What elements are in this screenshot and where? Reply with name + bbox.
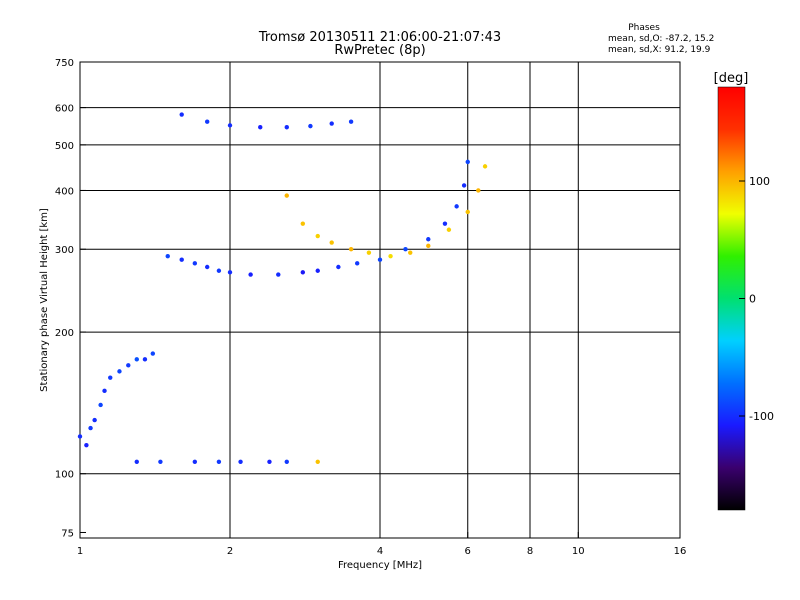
data-point xyxy=(258,125,263,130)
data-point xyxy=(315,268,320,273)
data-point xyxy=(329,121,334,126)
data-point xyxy=(142,357,148,362)
data-point xyxy=(165,253,170,259)
y-tick-label: 100 xyxy=(55,470,74,481)
data-point xyxy=(408,250,413,255)
data-point xyxy=(102,388,107,394)
x-tick-label: 16 xyxy=(674,546,687,557)
data-point xyxy=(88,425,93,431)
data-point xyxy=(284,459,289,464)
data-point xyxy=(354,261,360,266)
data-point xyxy=(179,257,184,262)
data-point xyxy=(192,459,198,464)
data-point xyxy=(158,459,163,464)
y-tick-label: 750 xyxy=(55,58,74,69)
data-point xyxy=(134,459,139,464)
data-point xyxy=(192,261,198,266)
data-point xyxy=(238,459,243,464)
data-point xyxy=(315,233,320,239)
data-point xyxy=(446,227,452,232)
x-tick-label: 1 xyxy=(77,546,83,557)
data-point xyxy=(426,237,431,242)
data-point xyxy=(403,247,408,252)
y-tick-label: 400 xyxy=(55,186,74,197)
y-axis-label: Stationary phase Virtual Height [km] xyxy=(39,208,50,392)
data-point xyxy=(300,221,306,226)
data-point xyxy=(204,264,210,270)
data-point xyxy=(92,417,97,423)
colorbar-tick-label: 0 xyxy=(749,293,756,306)
data-point xyxy=(204,119,210,124)
chart-subtitle: RwPretec (8p) xyxy=(334,43,425,58)
data-point xyxy=(284,125,289,130)
data-point xyxy=(442,221,448,226)
data-point xyxy=(227,123,233,128)
phase-header: Phases xyxy=(628,23,660,33)
data-point xyxy=(315,459,320,464)
data-point xyxy=(276,272,281,277)
data-point xyxy=(117,369,122,374)
data-point xyxy=(248,272,253,277)
colorbar-label: [deg] xyxy=(714,71,749,86)
data-point xyxy=(300,270,306,275)
data-point xyxy=(348,119,354,124)
data-point xyxy=(461,183,467,188)
y-tick-label: 200 xyxy=(55,328,74,339)
data-point xyxy=(284,193,289,198)
data-point xyxy=(329,240,334,245)
chart-title: Tromsø 20130511 21:06:00-21:07:43 xyxy=(258,30,501,45)
x-tick-label: 6 xyxy=(465,546,471,557)
data-points xyxy=(77,112,488,464)
data-point xyxy=(98,402,103,408)
data-point xyxy=(348,247,354,252)
axis-ticks: 1 2 4 6 8 10 16 75 100 200 300 400 500 600 750 xyxy=(55,58,686,557)
data-point xyxy=(267,459,272,464)
data-point xyxy=(84,442,89,448)
y-tick-label: 75 xyxy=(61,528,74,539)
data-point xyxy=(150,351,156,356)
data-point xyxy=(482,164,488,169)
data-point xyxy=(476,188,481,193)
x-tick-label: 8 xyxy=(527,546,533,557)
x-tick-label: 2 xyxy=(227,546,233,557)
data-point xyxy=(454,204,459,209)
y-tick-label: 300 xyxy=(55,245,74,256)
colorbar-tick-label: 100 xyxy=(749,175,770,188)
data-point xyxy=(465,159,470,165)
data-point xyxy=(336,264,341,270)
grid-lines xyxy=(80,62,680,538)
data-point xyxy=(465,209,470,215)
data-point xyxy=(426,243,431,249)
colorbar-ticks: -100 0 100 xyxy=(739,175,774,423)
x-tick-label: 10 xyxy=(572,546,585,557)
data-point xyxy=(77,434,83,439)
y-tick-label: 600 xyxy=(55,104,74,115)
phase-stat-x: mean, sd,X: 91.2, 19.9 xyxy=(608,45,711,55)
phase-stat-o: mean, sd,O: -87.2, 15.2 xyxy=(608,34,714,44)
data-point xyxy=(108,375,113,380)
x-tick-label: 4 xyxy=(377,546,383,557)
data-point xyxy=(308,123,313,129)
y-tick-label: 500 xyxy=(55,141,74,152)
x-axis-label: Frequency [MHz] xyxy=(338,560,422,571)
data-point xyxy=(227,270,233,275)
data-point xyxy=(134,357,139,362)
data-point xyxy=(126,363,131,368)
data-point xyxy=(388,253,393,259)
data-point xyxy=(366,250,372,255)
data-point xyxy=(216,459,222,464)
colorbar-tick-label: -100 xyxy=(749,410,774,423)
data-point xyxy=(216,268,222,273)
data-point xyxy=(377,257,383,262)
data-point xyxy=(179,112,184,117)
